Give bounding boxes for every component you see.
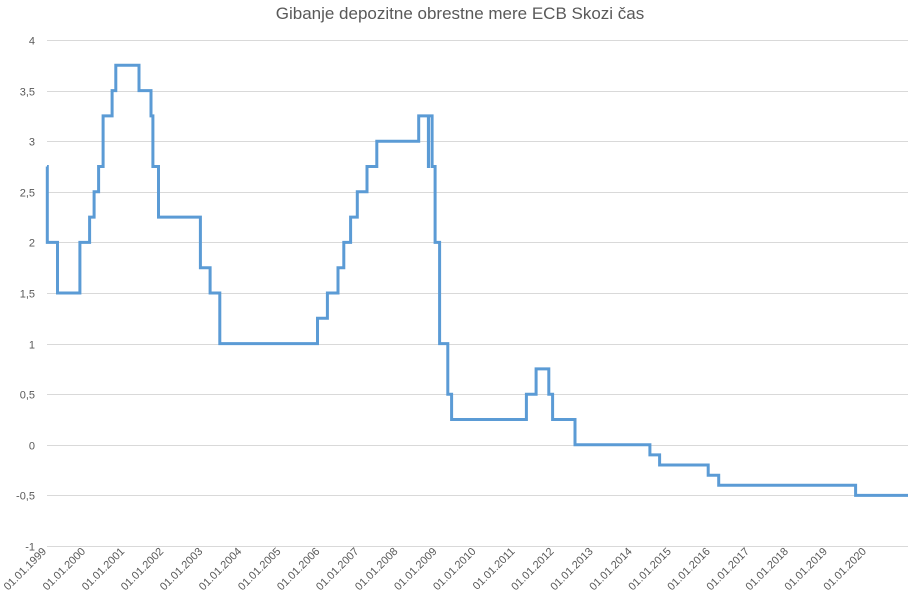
y-tick-label: 2 (29, 238, 35, 250)
series-line (45, 63, 908, 497)
gridlines (47, 40, 908, 547)
y-tick-label: 0 (29, 441, 35, 453)
chart-title: Gibanje depozitne obrestne mere ECB Skoz… (275, 4, 645, 23)
y-tick-label: -1 (25, 542, 35, 554)
x-axis-ticks: 01.01.199901.01.200001.01.200101.01.2002… (2, 546, 869, 593)
y-tick-label: 2,5 (20, 188, 35, 200)
y-tick-label: 4 (29, 36, 35, 48)
y-tick-label: 3 (29, 137, 35, 149)
x-tick-label: 01.01.2020 (822, 546, 869, 593)
y-tick-label: 0,5 (20, 390, 35, 402)
y-tick-label: 3,5 (20, 87, 35, 99)
y-axis-ticks: 4 3,5 3 2,5 2 1,5 1 0,5 0 -0,5 -1 (16, 36, 35, 554)
y-tick-label: -0,5 (16, 491, 35, 503)
series-layer (45, 63, 908, 497)
y-tick-label: 1 (29, 340, 35, 352)
y-tick-label: 1,5 (20, 289, 35, 301)
